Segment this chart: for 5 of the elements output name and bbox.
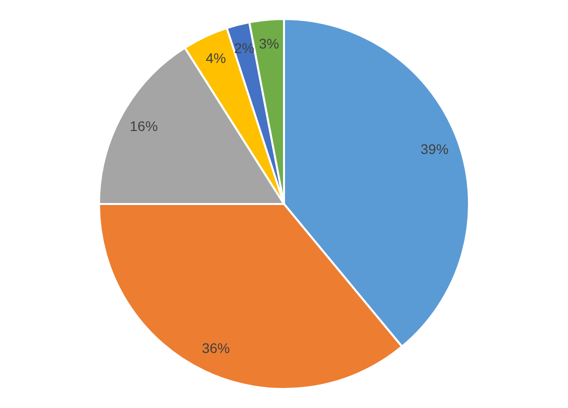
data-label: 3%: [258, 36, 280, 52]
data-label: 36%: [202, 340, 230, 356]
data-label: 39%: [420, 140, 449, 157]
data-label: 4%: [206, 50, 226, 66]
data-label: 16%: [130, 118, 158, 134]
